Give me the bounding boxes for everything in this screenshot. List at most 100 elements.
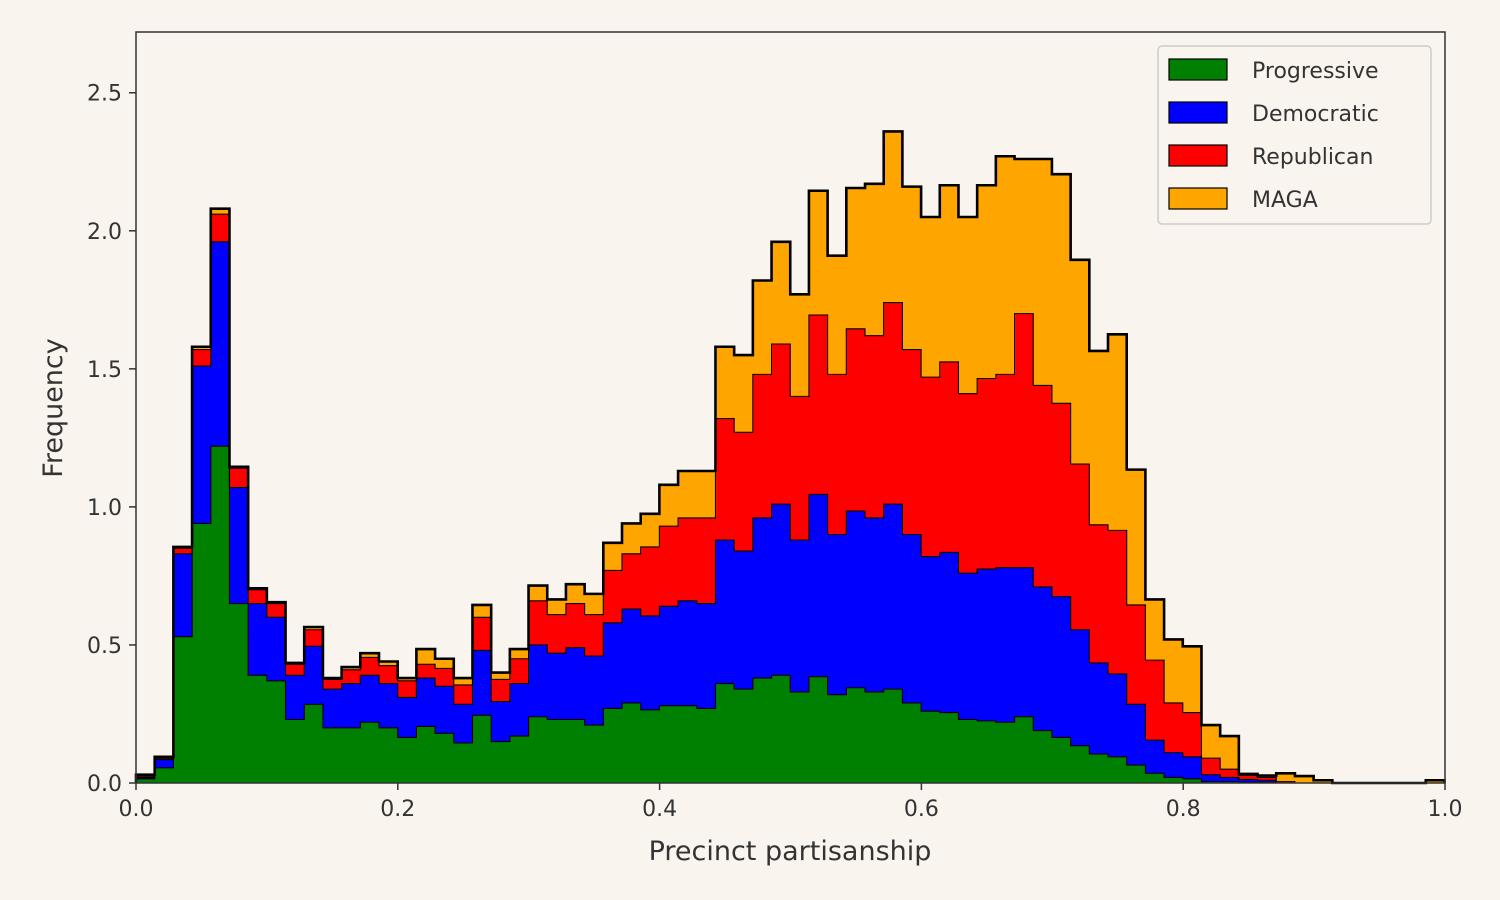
bar-democratic-bin-19 (491, 701, 511, 742)
x-tick-label: 0.2 (380, 797, 415, 822)
bar-democratic-bin-10 (322, 689, 343, 728)
bar-progressive-bin-52 (1108, 756, 1128, 783)
bar-democratic-bin-31 (715, 540, 735, 684)
bar-progressive-bin-4 (210, 446, 231, 783)
bar-republican-bin-14 (397, 680, 417, 698)
bar-republican-bin-37 (827, 374, 847, 535)
bar-maga-bin-16 (435, 658, 455, 669)
bar-maga-bin-33 (752, 280, 773, 375)
bar-republican-bin-43 (939, 361, 960, 553)
bar-progressive-bin-42 (921, 711, 941, 783)
bar-maga-bin-27 (640, 513, 660, 547)
bar-maga-bin-48 (1033, 159, 1053, 386)
bar-democratic-bin-20 (509, 683, 530, 737)
bar-maga-bin-44 (958, 216, 978, 394)
bar-democratic-bin-21 (528, 644, 548, 717)
bar-democratic-bin-53 (1126, 704, 1146, 766)
bar-progressive-bin-22 (547, 719, 567, 783)
bar-maga-bin-41 (902, 186, 922, 350)
bar-democratic-bin-48 (1033, 586, 1053, 731)
bar-democratic-bin-15 (416, 678, 436, 727)
bar-democratic-bin-16 (435, 686, 455, 734)
bar-progressive-bin-46 (995, 722, 1016, 783)
x-axis-label: Precinct partisanship (649, 836, 932, 867)
bar-maga-bin-15 (416, 649, 436, 665)
bar-republican-bin-25 (603, 570, 623, 623)
bar-republican-bin-27 (640, 546, 660, 616)
bar-republican-bin-10 (322, 679, 343, 690)
bar-republican-bin-20 (509, 658, 530, 684)
bar-republican-bin-1 (154, 758, 174, 760)
bar-democratic-bin-54 (1145, 740, 1165, 774)
y-tick-label: 1.5 (87, 358, 122, 383)
bar-republican-bin-45 (977, 378, 997, 570)
bar-republican-bin-18 (472, 617, 492, 651)
bar-republican-bin-30 (696, 517, 717, 604)
bar-progressive-bin-36 (808, 676, 829, 783)
bar-progressive-bin-47 (1014, 716, 1034, 783)
bar-progressive-bin-3 (192, 523, 212, 783)
x-tick-label: 0.4 (642, 797, 677, 822)
bar-maga-bin-63 (1313, 780, 1333, 783)
bar-democratic-bin-41 (902, 534, 922, 703)
legend-swatch-progressive (1168, 58, 1228, 81)
bar-progressive-bin-2 (173, 636, 193, 783)
bar-democratic-bin-58 (1220, 777, 1240, 782)
bar-progressive-bin-28 (659, 705, 679, 783)
legend-label-maga: MAGA (1252, 188, 1318, 213)
bar-progressive-bin-27 (640, 709, 660, 783)
bar-republican-bin-4 (210, 214, 231, 242)
bar-democratic-bin-40 (883, 504, 903, 690)
outline-maga (134, 130, 1446, 785)
bar-republican-bin-13 (379, 665, 399, 684)
bar-maga-bin-45 (977, 185, 997, 379)
bar-democratic-bin-36 (808, 494, 829, 677)
bar-republican-bin-59 (1238, 775, 1259, 780)
bar-progressive-bin-55 (1164, 777, 1184, 783)
bar-republican-bin-40 (883, 302, 903, 505)
x-tick-label: 1.0 (1428, 797, 1463, 822)
legend-label-democratic: Democratic (1252, 102, 1379, 127)
bar-maga-bin-36 (808, 190, 829, 316)
bar-republican-bin-55 (1164, 702, 1184, 753)
bar-democratic-bin-50 (1070, 629, 1090, 746)
bar-democratic-bin-47 (1014, 567, 1034, 717)
bar-maga-bin-13 (379, 661, 399, 666)
bar-maga-bin-42 (921, 216, 941, 378)
series-maga (136, 131, 1446, 783)
bar-democratic-bin-49 (1051, 596, 1072, 738)
bar-republican-bin-42 (921, 377, 941, 557)
series-progressive (136, 446, 1277, 784)
bar-republican-bin-28 (659, 526, 679, 607)
bar-republican-bin-21 (528, 600, 548, 645)
bar-democratic-bin-7 (266, 617, 287, 681)
bar-republican-bin-57 (1201, 758, 1221, 775)
bar-maga-bin-28 (659, 484, 679, 527)
bar-republican-bin-39 (865, 335, 885, 518)
bar-democratic-bin-0 (136, 777, 156, 779)
bar-democratic-bin-1 (154, 759, 174, 768)
bar-democratic-bin-24 (584, 655, 604, 726)
bar-republican-bin-35 (790, 396, 810, 541)
bar-republican-bin-60 (1257, 777, 1277, 781)
bar-democratic-bin-13 (379, 683, 399, 728)
bar-progressive-bin-51 (1089, 754, 1109, 783)
bar-democratic-bin-46 (995, 567, 1016, 723)
bar-maga-bin-55 (1164, 639, 1184, 703)
y-tick-label: 0.5 (87, 634, 122, 659)
bar-democratic-bin-30 (696, 603, 717, 709)
bar-maga-bin-40 (883, 131, 903, 303)
bar-progressive-bin-50 (1070, 745, 1090, 783)
bar-democratic-bin-29 (678, 600, 698, 706)
axes-frame (135, 31, 1446, 784)
bar-progressive-bin-37 (827, 694, 847, 783)
bar-republican-bin-23 (565, 603, 586, 648)
bar-maga-bin-54 (1145, 599, 1165, 661)
bar-progressive-bin-1 (154, 767, 174, 783)
bar-progressive-bin-35 (790, 691, 810, 783)
bar-progressive-bin-53 (1126, 765, 1146, 783)
bar-republican-bin-3 (192, 349, 212, 367)
bar-progressive-bin-14 (397, 737, 417, 783)
bar-democratic-bin-22 (547, 653, 567, 720)
